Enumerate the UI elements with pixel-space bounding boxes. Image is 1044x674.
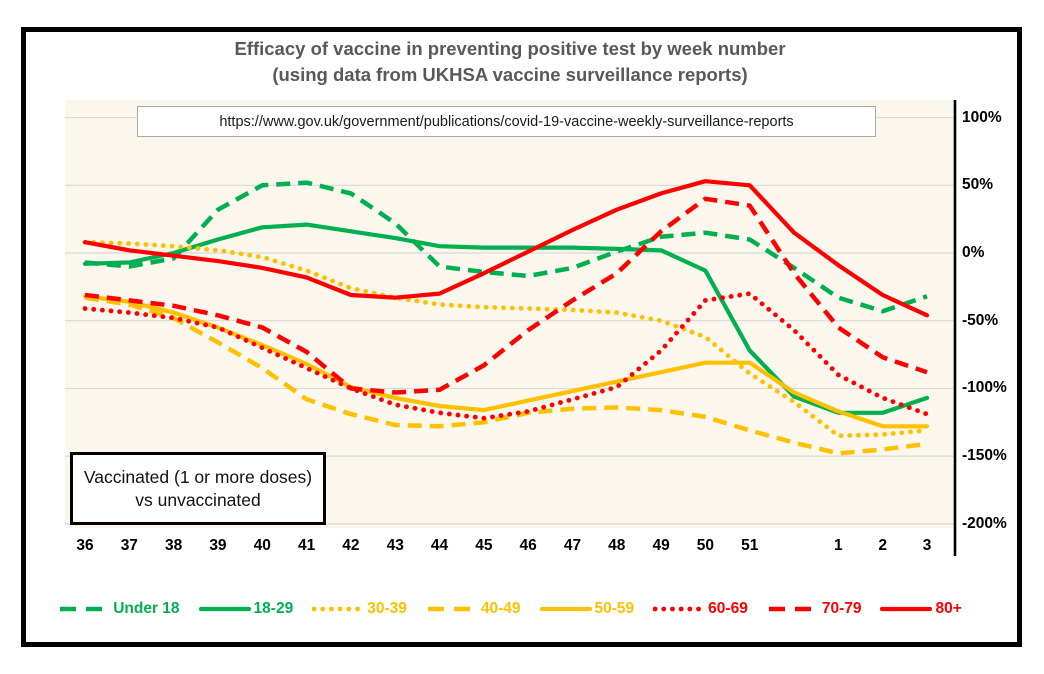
legend-line-sample-icon	[539, 606, 592, 612]
x-axis-label: 1	[834, 537, 843, 554]
source-url-textbox[interactable]: https://www.gov.uk/government/publicatio…	[137, 106, 876, 137]
legend-label: Under 18	[113, 600, 180, 617]
x-axis-label: 44	[430, 537, 449, 554]
x-axis-label: 43	[386, 537, 404, 554]
legend-label: 50-59	[594, 600, 635, 617]
legend-label: 40-49	[480, 600, 521, 617]
x-axis-label: 39	[209, 537, 227, 554]
y-axis-tick-label: -50%	[962, 311, 999, 329]
x-axis-label: 38	[165, 537, 183, 554]
y-axis-tick-label: 0%	[962, 244, 985, 261]
x-axis-label: 3	[922, 537, 932, 554]
y-axis-tick-label: -200%	[962, 514, 1007, 532]
legend-line-sample-icon	[653, 606, 706, 612]
series-line-70-79	[84, 196, 928, 395]
legend-label: 70-79	[821, 600, 862, 617]
y-axis-tick-label: -100%	[962, 379, 1007, 397]
x-axis-label: 47	[563, 537, 582, 554]
series-line-30-39	[82, 239, 930, 439]
x-axis-label: 51	[741, 537, 759, 554]
legend-item-under-18[interactable]: Under 18	[58, 600, 180, 618]
series-line-80-	[82, 179, 930, 318]
series-line-50-59	[82, 294, 930, 429]
chart-title-line2: (using data from UKHSA vaccine surveilla…	[272, 64, 748, 85]
x-axis-label: 36	[76, 537, 94, 554]
y-axis-tick-label: 100%	[962, 108, 1002, 126]
legend-line-sample-icon	[198, 606, 251, 612]
y-axis-tick-label: 50%	[962, 176, 994, 194]
x-axis-label: 41	[297, 537, 316, 554]
chart-legend: Under 18 18-29 30-39 40-49 50-59 60-69 70-79 80…	[48, 592, 972, 626]
annotation-text: Vaccinated (1 or more doses) vs unvaccin…	[83, 466, 313, 510]
x-axis-label: 42	[342, 537, 360, 554]
legend-item-70-79[interactable]: 70-79	[767, 600, 862, 618]
annotation-textbox: Vaccinated (1 or more doses) vs unvaccin…	[70, 452, 326, 525]
legend-item-80-[interactable]: 80+	[880, 600, 962, 618]
legend-line-sample-icon	[60, 606, 109, 612]
x-axis-label: 50	[696, 537, 715, 554]
legend-label: 60-69	[708, 600, 748, 617]
legend-item-30-39[interactable]: 30-39	[312, 600, 407, 618]
legend-item-50-59[interactable]: 50-59	[539, 600, 635, 618]
source-url-text[interactable]: https://www.gov.uk/government/publicatio…	[219, 113, 794, 130]
legend-label: 18-29	[253, 600, 294, 617]
x-axis-label: 46	[519, 537, 537, 554]
legend-label: 30-39	[367, 600, 407, 617]
chart-title-line1: Efficacy of vaccine in preventing positi…	[234, 38, 786, 59]
x-axis-label: 40	[253, 537, 271, 554]
x-axis-label: 2	[878, 537, 887, 554]
x-axis-label: 49	[652, 537, 670, 554]
legend-line-sample-icon	[312, 606, 365, 612]
legend-label: 80+	[935, 600, 962, 617]
legend-line-sample-icon	[427, 606, 476, 612]
chart-title: Efficacy of vaccine in preventing positi…	[65, 36, 955, 88]
legend-line-sample-icon	[768, 606, 817, 612]
x-axis-label: 37	[120, 537, 138, 554]
legend-item-18-29[interactable]: 18-29	[198, 600, 294, 618]
legend-item-40-49[interactable]: 40-49	[426, 600, 521, 618]
legend-line-sample-icon	[880, 606, 933, 612]
x-axis-label: 45	[475, 537, 493, 554]
series-line-40-49	[84, 295, 928, 456]
legend-item-60-69[interactable]: 60-69	[653, 600, 748, 618]
y-axis-tick-label: -150%	[962, 447, 1007, 465]
x-axis-label: 48	[608, 537, 626, 554]
